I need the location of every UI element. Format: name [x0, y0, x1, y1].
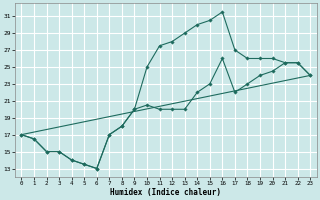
X-axis label: Humidex (Indice chaleur): Humidex (Indice chaleur) — [110, 188, 221, 197]
